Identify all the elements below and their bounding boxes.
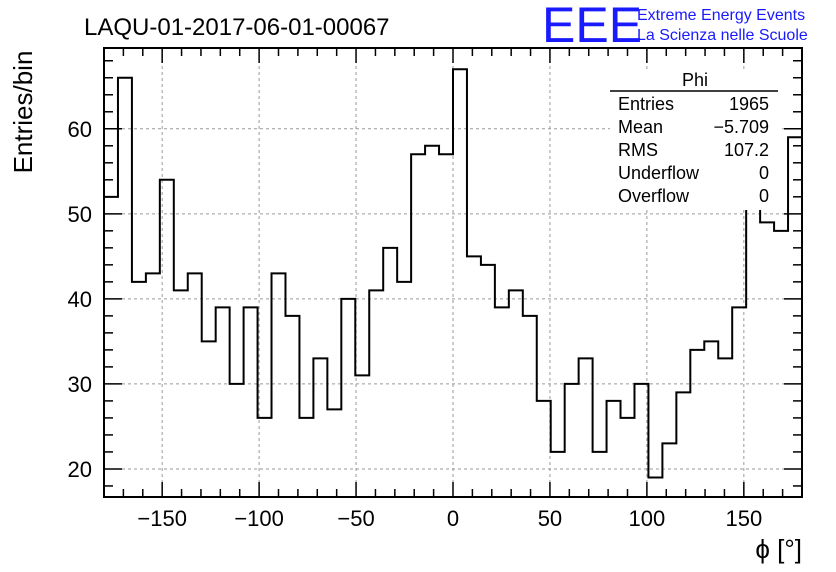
histogram-bin xyxy=(313,358,327,497)
stats-value-mean: −5.709 xyxy=(713,117,769,137)
histogram-bin xyxy=(648,477,662,497)
histogram-bin xyxy=(383,248,397,497)
eee-logo: EEE Extreme Energy Events La Scienza nel… xyxy=(542,0,808,53)
stats-label-rms: RMS xyxy=(618,140,658,160)
histogram-bin xyxy=(579,358,593,497)
histogram-bin xyxy=(327,409,341,497)
plot-frame xyxy=(103,47,803,498)
y-tick-label: 60 xyxy=(68,117,92,142)
x-tick-label: −50 xyxy=(337,506,374,531)
histogram-bin xyxy=(272,273,286,497)
histogram-bin xyxy=(467,256,481,497)
histogram-bin xyxy=(146,273,160,497)
stats-value-underflow: 0 xyxy=(759,163,769,183)
tick-labels: −150 −100 −50 0 50 100 150 20 30 40 50 60 xyxy=(68,117,763,531)
logo-line-2: La Scienza nelle Scuole xyxy=(637,27,808,44)
stats-value-entries: 1965 xyxy=(729,94,769,114)
histogram-bin xyxy=(551,452,565,497)
histogram-bin xyxy=(565,384,579,497)
histogram-bin xyxy=(369,290,383,497)
histogram-bin xyxy=(509,290,523,497)
stats-label-entries: Entries xyxy=(618,94,674,114)
histogram-bin xyxy=(621,418,635,497)
histogram-bin xyxy=(104,197,118,497)
histogram-bin xyxy=(453,69,467,497)
histogram-bin xyxy=(299,418,313,497)
histogram-bin xyxy=(746,171,760,497)
stats-label-mean: Mean xyxy=(618,117,663,137)
histogram-bin xyxy=(230,384,244,497)
x-tick-label: 150 xyxy=(725,506,762,531)
y-tick-label: 50 xyxy=(68,202,92,227)
histogram-bin xyxy=(341,299,355,497)
histogram-bin xyxy=(760,222,774,497)
histogram-bin xyxy=(607,401,621,497)
histogram-line xyxy=(104,68,802,479)
histogram-bin xyxy=(718,358,732,497)
histogram-bin xyxy=(481,265,495,497)
y-tick-label: 20 xyxy=(68,457,92,482)
logo-line-1: Extreme Energy Events xyxy=(637,7,805,24)
x-tick-label: 50 xyxy=(538,506,562,531)
histogram-bin xyxy=(244,307,258,497)
histogram-bin xyxy=(285,316,299,497)
histogram-bin xyxy=(523,316,537,497)
histogram-bin xyxy=(355,375,369,497)
stats-box: Phi Entries 1965 Mean −5.709 RMS 107.2 U… xyxy=(610,70,780,210)
histogram-bin xyxy=(676,392,690,497)
x-tick-label: −100 xyxy=(234,506,284,531)
histogram-bin xyxy=(774,231,788,497)
x-tick-label: −150 xyxy=(137,506,187,531)
chart-title: LAQU-01-2017-06-01-00067 xyxy=(84,14,390,41)
histogram-bin xyxy=(258,418,272,497)
y-tick-label: 30 xyxy=(68,372,92,397)
histogram-bin xyxy=(732,307,746,497)
stats-title: Phi xyxy=(682,70,708,90)
histogram-bin xyxy=(634,384,648,497)
histogram-bin xyxy=(216,307,230,497)
logo-mark: EEE xyxy=(542,0,642,53)
histogram-bin xyxy=(495,307,509,497)
stats-label-underflow: Underflow xyxy=(618,163,700,183)
histogram-bin xyxy=(425,146,439,497)
histogram-bin xyxy=(537,401,551,497)
histogram-bin xyxy=(690,350,704,497)
histogram-bin xyxy=(118,78,132,497)
y-axis-title: Entries/bin xyxy=(8,51,38,174)
histogram-bin xyxy=(704,341,718,497)
stats-box-background xyxy=(610,70,780,210)
stats-label-overflow: Overflow xyxy=(618,186,690,206)
y-tick-label: 40 xyxy=(68,287,92,312)
histogram-bin xyxy=(593,452,607,497)
histogram-bin xyxy=(397,282,411,497)
histogram-bin xyxy=(439,154,453,497)
histogram-bin xyxy=(411,154,425,497)
histogram-bin xyxy=(188,273,202,497)
stats-value-overflow: 0 xyxy=(759,186,769,206)
stats-value-rms: 107.2 xyxy=(724,140,769,160)
histogram-bin xyxy=(160,180,174,497)
histogram-bin xyxy=(788,137,802,497)
x-tick-label: 0 xyxy=(447,506,459,531)
histogram-bin xyxy=(202,341,216,497)
x-axis-title: ϕ [°] xyxy=(755,534,802,564)
histogram-series xyxy=(104,68,802,497)
histogram-bin xyxy=(132,282,146,497)
histogram-bin xyxy=(174,290,188,497)
x-tick-label: 100 xyxy=(629,506,666,531)
histogram-bin xyxy=(662,443,676,497)
